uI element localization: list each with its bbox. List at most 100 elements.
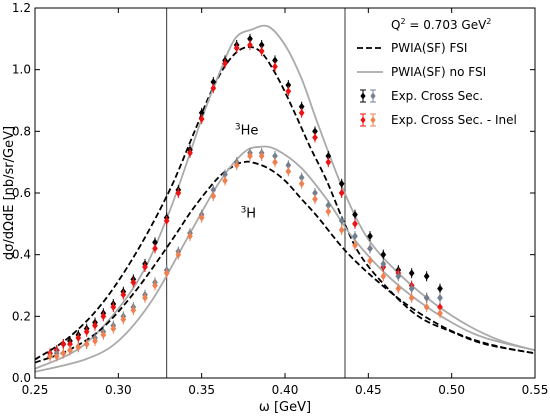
diamond-marker: [75, 343, 82, 352]
diamond-marker: [130, 278, 137, 287]
legend-title-sup: 2: [486, 17, 491, 26]
data-point: [163, 215, 170, 226]
data-point: [110, 302, 117, 313]
diamond-marker: [100, 330, 107, 339]
diamond-marker: [110, 324, 117, 333]
legend-diamond-marker: [360, 116, 366, 124]
data-point: [198, 114, 205, 124]
annotation-text: He: [241, 123, 259, 138]
diamond-marker: [380, 272, 387, 281]
diamond-marker: [222, 59, 228, 68]
data-point: [437, 283, 443, 294]
diamond-marker: [423, 303, 430, 312]
diamond-marker: [395, 272, 402, 281]
data-point: [437, 308, 443, 319]
diamond-marker: [338, 226, 345, 234]
diamond-marker: [222, 176, 228, 185]
legend-entry-label: PWIA(SF) FSI: [391, 41, 467, 55]
data-point: [210, 83, 217, 94]
diamond-marker: [380, 259, 387, 268]
data-point: [352, 231, 358, 242]
data-point: [130, 305, 137, 316]
diamond-marker: [352, 210, 358, 219]
x-tick-label: 0.55: [522, 383, 549, 397]
data-point: [367, 255, 373, 266]
diamond-marker: [367, 232, 373, 241]
data-point: [130, 277, 137, 288]
x-tick-label: 0.25: [22, 383, 49, 397]
legend-title-part: Q: [391, 18, 400, 32]
diamond-marker: [312, 195, 318, 204]
data-point: [75, 342, 82, 353]
diamond-marker: [92, 321, 98, 330]
data-point: [258, 46, 265, 57]
diamond-marker: [338, 179, 345, 188]
diamond-marker: [175, 189, 182, 197]
annotation-label: 3H: [241, 206, 257, 222]
y-axis-label: dσ/dΩdE [nb/sr/GeV]: [2, 126, 17, 260]
diamond-marker: [83, 327, 90, 336]
axes: 0.25 0.30 0.35 0.40 0.45 0.50 0.55 0.0 0.2 0.4 0.6…: [12, 1, 548, 397]
data-point: [423, 302, 430, 313]
data-point: [367, 243, 373, 254]
data-point: [338, 178, 345, 189]
data-point: [408, 292, 415, 303]
data-point: [222, 58, 228, 69]
data-point: [325, 157, 332, 168]
data-point: [163, 268, 170, 279]
data-point: [338, 215, 345, 226]
diamond-marker: [142, 293, 148, 302]
diamond-marker: [187, 232, 193, 241]
data-point: [408, 283, 415, 294]
y-tick-label: 0.0: [12, 371, 31, 385]
diamond-marker: [210, 192, 217, 201]
diamond-marker: [175, 250, 182, 259]
data-point: [83, 339, 90, 350]
diamond-marker: [285, 87, 292, 96]
diamond-marker: [53, 352, 60, 361]
diamond-marker: [198, 213, 205, 222]
data-point: [312, 194, 318, 205]
diamond-marker: [152, 281, 158, 290]
annotations: 3He 3H: [235, 122, 259, 221]
diamond-marker: [352, 232, 358, 241]
diamond-marker: [352, 241, 358, 250]
diamond-marker: [367, 256, 373, 265]
data-point: [298, 107, 305, 118]
data-point: [53, 351, 60, 362]
data-point: [100, 311, 107, 322]
legend-entry-label: Exp. Cross Sec. - Inel: [391, 113, 517, 127]
x-axis-label: ω [GeV]: [259, 400, 311, 415]
diamond-marker: [338, 216, 345, 225]
diamond-marker: [423, 293, 430, 302]
diamond-marker: [130, 306, 137, 315]
data-point: [352, 240, 358, 251]
diamond-marker: [47, 352, 53, 361]
data-point: [92, 336, 98, 346]
annotation-label: 3He: [235, 122, 259, 138]
data-point: [352, 218, 358, 229]
diamond-marker: [272, 158, 278, 167]
data-point: [325, 206, 332, 217]
diamond-marker: [367, 244, 373, 253]
diamond-marker: [163, 216, 170, 225]
y-tick-label: 1.2: [12, 1, 31, 15]
data-point: [285, 166, 292, 177]
diamond-marker: [198, 115, 205, 123]
diamond-marker: [163, 269, 170, 278]
data-points: [47, 33, 443, 362]
data-point: [47, 351, 53, 362]
data-point: [338, 225, 345, 235]
diamond-marker: [247, 41, 253, 49]
data-point: [152, 243, 158, 254]
data-point: [352, 209, 358, 220]
data-point: [258, 151, 265, 161]
y-tick-label: 0.4: [12, 248, 31, 262]
diamond-marker: [298, 108, 305, 117]
data-point: [247, 151, 253, 161]
data-point: [338, 188, 345, 198]
diamond-marker: [272, 62, 278, 71]
annotation-superscript: 3: [235, 122, 241, 132]
data-point: [285, 86, 292, 97]
